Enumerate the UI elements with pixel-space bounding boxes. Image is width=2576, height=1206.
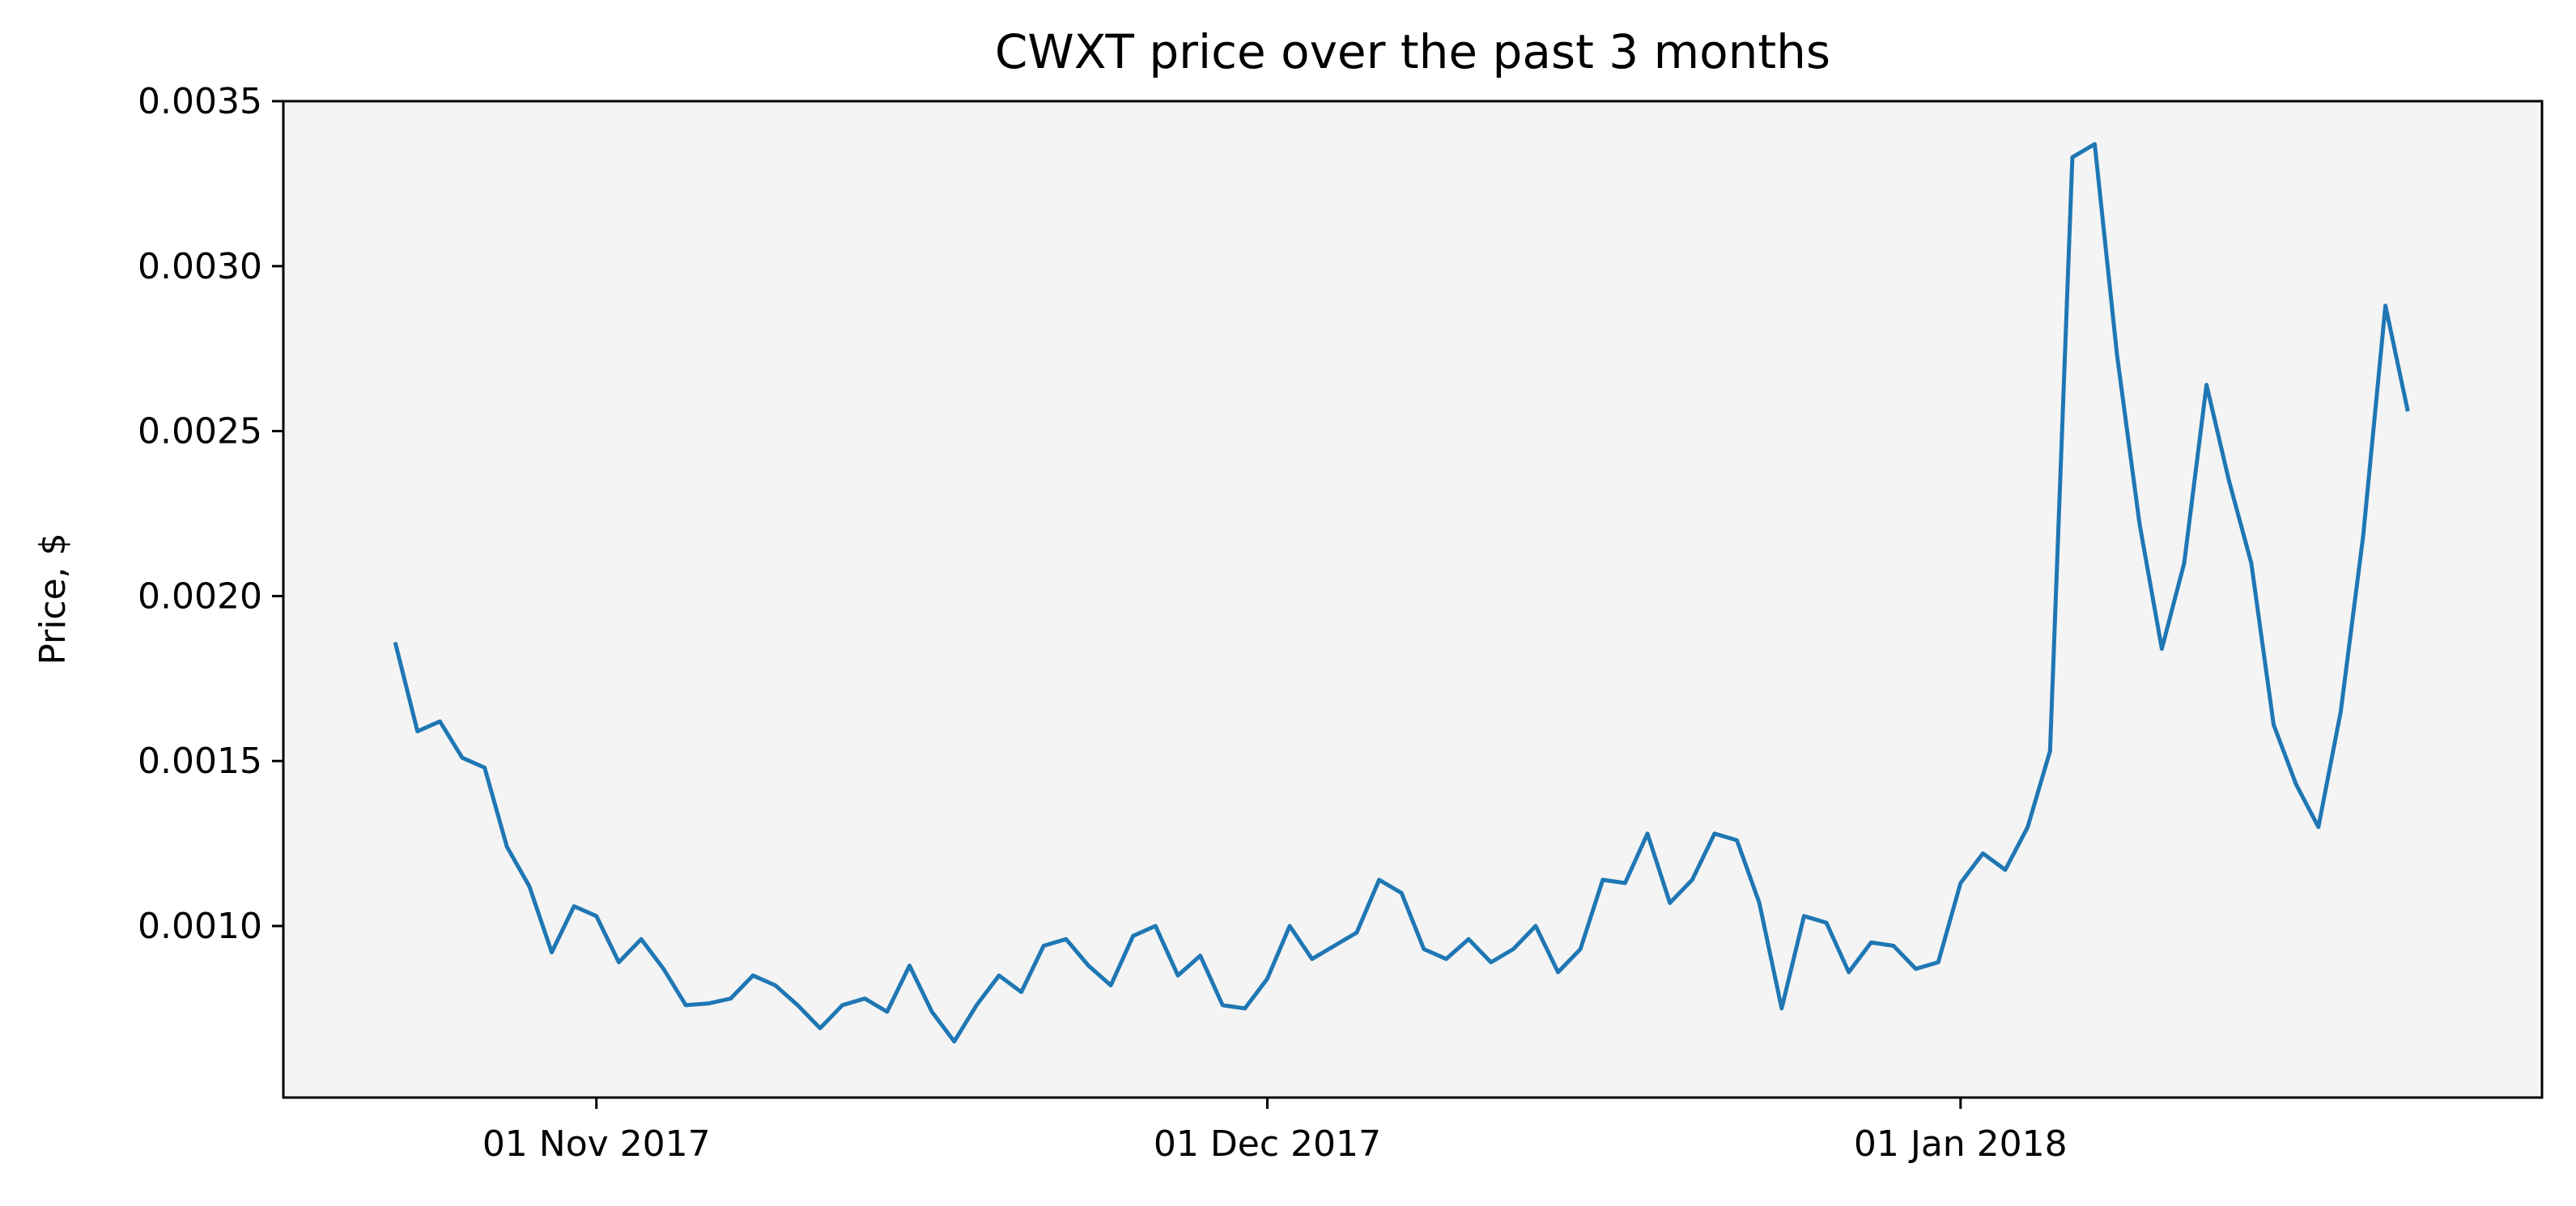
y-tick-label: 0.0020: [138, 575, 262, 617]
y-tick-label: 0.0030: [138, 246, 262, 287]
y-axis-ticks: 0.0010 0.0015 0.0020 0.0025 0.0030 0.0035: [138, 81, 283, 947]
price-series-line: [393, 142, 2410, 1044]
x-tick-label: 01 Jan 2018: [1854, 1123, 2068, 1165]
y-tick-label: 0.0010: [138, 906, 262, 947]
plot-frame: [282, 100, 2544, 1099]
x-tick-label: 01 Dec 2017: [1154, 1123, 1381, 1165]
y-tick-label: 0.0015: [138, 741, 262, 782]
y-axis-label: Price, $: [32, 533, 74, 665]
y-tick-label: 0.0025: [138, 411, 262, 452]
chart-title: CWXT price over the past 3 months: [995, 24, 1830, 79]
plot-area: [283, 101, 2542, 1098]
x-tick-label: 01 Nov 2017: [482, 1123, 711, 1165]
x-axis-ticks: 01 Nov 2017 01 Dec 2017 01 Jan 2018: [482, 1098, 2068, 1165]
y-tick-label: 0.0035: [138, 81, 262, 122]
